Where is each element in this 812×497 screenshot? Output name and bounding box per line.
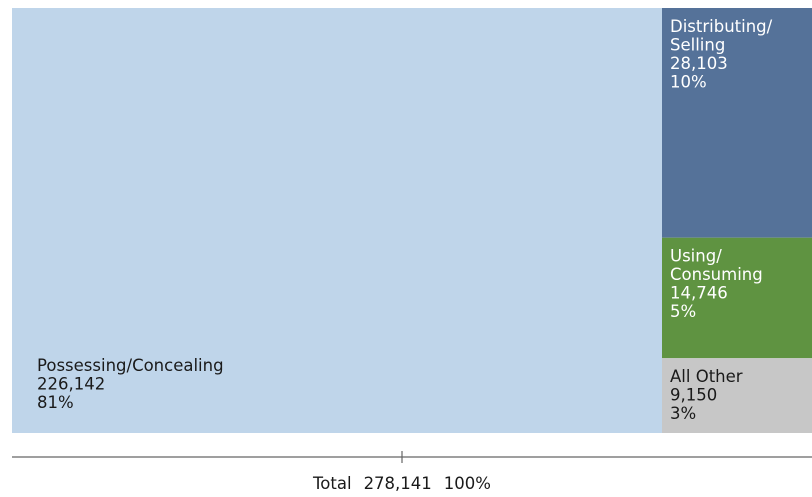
tile-label-distributing-1: Distributing/: [670, 17, 773, 36]
total-percent: 100%: [444, 474, 491, 493]
total-value: 278,141: [364, 474, 432, 493]
tile-value-possessing: 226,142: [37, 375, 105, 394]
tiles-layer: Possessing/Concealing226,14281%Distribut…: [12, 8, 812, 433]
tile-rect-other: [662, 358, 812, 433]
tile-label-using-1: Using/: [670, 247, 722, 266]
tile-percent-using: 5%: [670, 302, 696, 321]
tile-label-distributing-2: Selling: [670, 36, 725, 55]
tile-value-distributing: 28,103: [670, 54, 728, 73]
tile-value-other: 9,150: [670, 386, 717, 405]
tile-percent-distributing: 10%: [670, 73, 707, 92]
tile-percent-possessing: 81%: [37, 393, 74, 412]
tile-value-using: 14,746: [670, 284, 728, 303]
tile-label-other-1: All Other: [670, 367, 743, 386]
axis-layer: Total 278,141 100%: [12, 451, 812, 493]
tile-percent-other: 3%: [670, 404, 696, 423]
tile-label-using-2: Consuming: [670, 265, 763, 284]
tile-rect-distributing: [662, 8, 812, 238]
total-label: Total 278,141 100%: [312, 474, 491, 493]
total-word: Total: [312, 474, 352, 493]
tile-rect-possessing: [12, 8, 662, 433]
tile-rect-using: [662, 237, 812, 359]
tile-label-possessing-1: Possessing/Concealing: [37, 356, 224, 375]
